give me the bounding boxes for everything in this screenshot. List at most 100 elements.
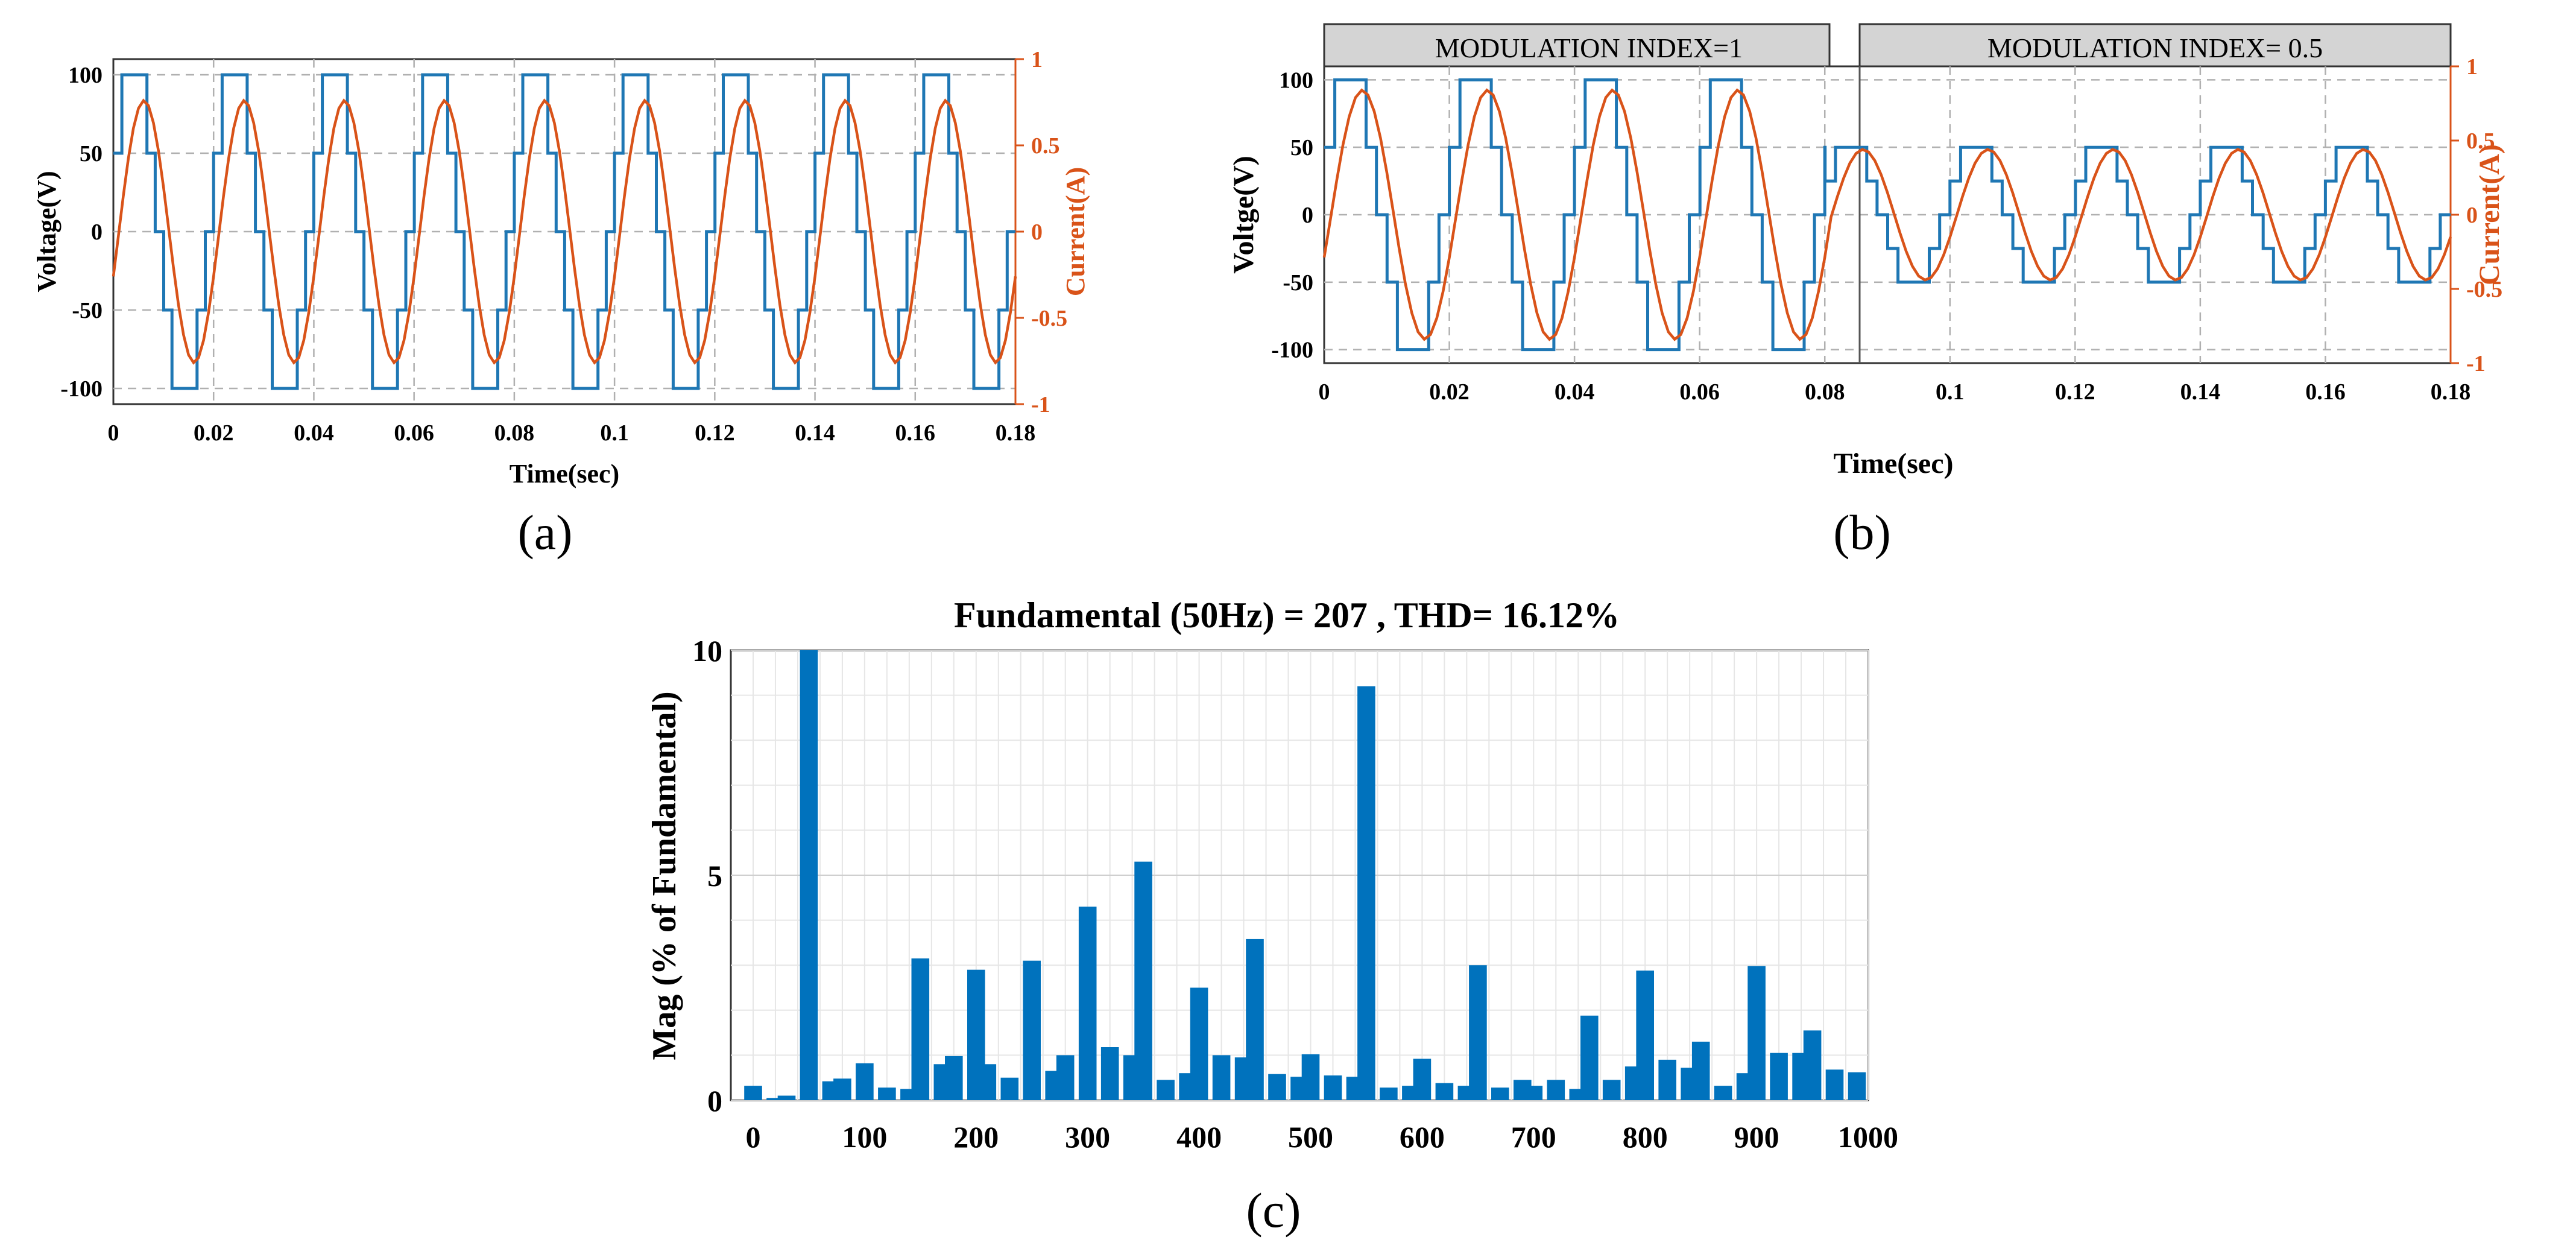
a-x-tick-label: 0.02 [194,420,234,446]
a-y2-tick-label: 0.5 [1031,133,1060,159]
harmonic-bar [1413,1059,1432,1100]
panel-a-x-ticks: 0 0.02 0.04 0.06 0.08 0.1 0.12 0.14 0.16 0.18 [108,420,1036,446]
b-x-tick-label: 0.16 [2305,379,2346,405]
harmonic-bar [1000,1077,1019,1100]
panel-b-y-label: Voltge(V) [1228,156,1260,274]
harmonic-bar [1435,1083,1454,1100]
a-y2-tick-label: 0 [1031,220,1043,245]
a-y-tick-label: 50 [80,141,103,166]
b-y2-tick-label: 0 [2466,203,2478,228]
panel-b-x-ticks: 0 0.02 0.04 0.06 0.08 0.1 0.12 0.14 0.16 0.18 [1319,379,2471,405]
b-x-tick-label: 0.06 [1679,379,1720,405]
c-x-tick-label: 100 [842,1120,887,1154]
b-x-tick-label: 0.08 [1805,379,1845,405]
b-y2-tick-label: 1 [2466,54,2478,80]
harmonic-bar [1190,987,1208,1100]
a-x-tick-label: 0.1 [600,420,629,446]
harmonic-bar [856,1063,874,1100]
panel-a-y-ticks: 100 50 0 -50 -100 [60,63,103,402]
panel-b-y2-label: Current(A) [2473,144,2505,285]
b-y-tick-label: -50 [1283,270,1313,296]
harmonic-bar [1301,1054,1320,1100]
harmonic-bar [1134,861,1152,1100]
c-y-tick-label: 0 [707,1084,722,1118]
a-y-tick-label: -100 [60,376,103,402]
harmonic-bar [1380,1088,1398,1100]
panel-c-chart: Fundamental (50Hz) = 207 , THD= 16.12% 0… [646,595,1898,1238]
panel-a-chart: 0 0.02 0.04 0.06 0.08 0.1 0.12 0.14 0.16 0.18 100… [32,47,1090,560]
b-y-tick-label: 50 [1290,135,1313,160]
harmonic-bar [1324,1075,1342,1100]
a-x-tick-label: 0.08 [494,420,535,446]
a-y2-tick-label: -1 [1031,392,1050,417]
b-y2-tick-label: -0.5 [2466,277,2502,302]
c-x-tick-label: 800 [1623,1120,1668,1154]
harmonic-bar [1524,1086,1543,1100]
panel-b-y-ticks: 100 50 0 -50 -100 [1271,68,1313,363]
harmonic-bar [744,1086,762,1100]
region-label-2: MODULATION INDEX= 0.5 [1987,33,2323,63]
panel-c-y-ticks: 0 5 10 [692,634,722,1118]
harmonic-bar [878,1088,896,1100]
harmonic-bar [1602,1080,1621,1100]
harmonic-bar [1023,960,1041,1100]
panel-c-x-ticks: 0 100 200 300 400 500 600 700 800 900 1000 [745,1120,1898,1154]
panel-a-x-label: Time(sec) [510,459,619,489]
b-x-tick-label: 0.1 [1936,379,1965,405]
harmonic-bar [1100,1047,1119,1100]
harmonic-bar [1078,907,1097,1100]
b-x-tick-label: 0 [1319,379,1330,405]
c-x-tick-label: 1000 [1838,1120,1898,1154]
harmonic-bar [1469,965,1487,1100]
a-x-tick-label: 0.04 [294,420,334,446]
b-x-tick-label: 0.04 [1555,379,1595,405]
c-y-tick-label: 10 [692,634,722,668]
harmonic-bar [1580,1015,1599,1100]
a-y-tick-label: 0 [91,220,103,245]
c-x-tick-label: 600 [1400,1120,1445,1154]
a-y-tick-label: -50 [72,298,103,323]
harmonic-bar [766,1098,784,1100]
harmonic-bar [978,1064,997,1100]
b-y-tick-label: 0 [1302,203,1313,228]
c-x-tick-label: 200 [953,1120,999,1154]
b-y2-tick-label: -1 [2466,351,2486,376]
a-y2-tick-label: 1 [1031,47,1043,72]
a-x-tick-label: 0.06 [394,420,434,446]
harmonic-bar [911,958,930,1100]
a-x-tick-label: 0.12 [695,420,735,446]
harmonic-bar [1848,1072,1866,1100]
panel-a-y2-label: Current(A) [1061,167,1090,296]
panel-a-voltage-series [113,73,1015,390]
panel-b-chart: MODULATION INDEX=1 MODULATION INDEX= 0.5… [1228,23,2505,560]
b-y-tick-label: -100 [1271,338,1313,363]
panel-a-caption: (a) [517,505,572,560]
harmonic-bar [1770,1053,1788,1100]
a-y2-tick-label: -0.5 [1031,306,1067,331]
harmonic-bar [1691,1042,1710,1100]
harmonic-bar [833,1078,851,1100]
c-y-tick-label: 5 [707,859,722,893]
region-header-1 [1323,23,1831,68]
region-label-1: MODULATION INDEX=1 [1435,33,1743,63]
a-x-tick-label: 0.14 [795,420,835,446]
harmonic-bar [945,1056,963,1100]
panel-c-title: Fundamental (50Hz) = 207 , THD= 16.12% [954,595,1620,635]
panel-b-x-label: Time(sec) [1833,448,1953,480]
harmonic-bar [1157,1080,1175,1100]
panel-a-current-series [112,98,1017,365]
harmonic-bar [1357,686,1375,1100]
harmonic-bar [1825,1069,1844,1100]
b-x-tick-label: 0.02 [1429,379,1470,405]
c-x-tick-label: 300 [1065,1120,1110,1154]
c-x-tick-label: 900 [1734,1120,1779,1154]
harmonic-bar [1658,1059,1676,1100]
harmonic-bar [1246,939,1264,1100]
b-x-tick-label: 0.18 [2431,379,2471,405]
b-y-tick-label: 100 [1279,68,1313,93]
c-x-tick-label: 0 [745,1120,760,1154]
b-x-tick-label: 0.14 [2180,379,2221,405]
harmonic-bar [1547,1080,1565,1100]
harmonic-bar [1747,966,1766,1100]
